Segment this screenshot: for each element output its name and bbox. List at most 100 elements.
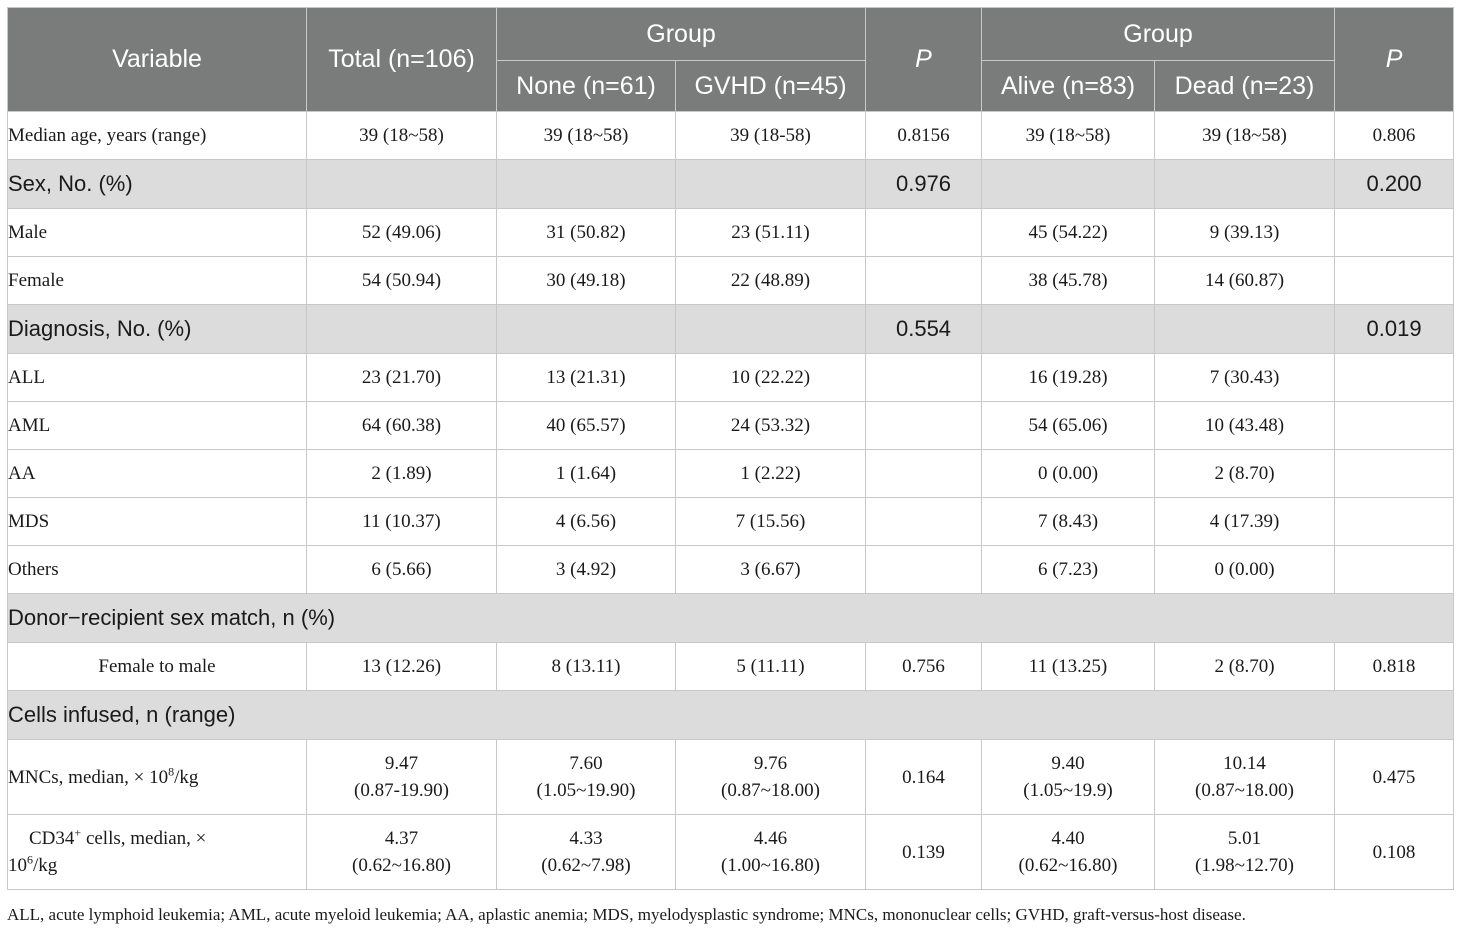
cell-p1: 0.554 xyxy=(865,304,983,354)
row-label: Others xyxy=(7,545,307,594)
section-row: Cells infused, n (range) xyxy=(6,690,1455,740)
header-p-gvhd: P xyxy=(865,7,983,112)
cell-gvhd: 22 (48.89) xyxy=(674,256,867,305)
cell-dead: 0 (0.00) xyxy=(1154,545,1336,594)
cell-p2 xyxy=(1334,208,1455,257)
cell-dead: 39 (18~58) xyxy=(1154,111,1336,160)
cell-gvhd: 24 (53.32) xyxy=(674,401,867,450)
cell-dead: 4 (17.39) xyxy=(1154,497,1336,546)
cell-total: 64 (60.38) xyxy=(306,401,497,450)
cell-none: 7.60 (1.05~19.90) xyxy=(496,739,676,815)
cell-none: 4 (6.56) xyxy=(496,497,676,546)
cell-dead: 10 (43.48) xyxy=(1154,401,1336,450)
cell-p1 xyxy=(865,353,983,402)
cell-dead xyxy=(1154,304,1336,354)
section-row: Donor−recipient sex match, n (%) xyxy=(6,593,1455,643)
cell-gvhd: 4.46 (1.00~16.80) xyxy=(674,814,867,890)
cell-total: 2 (1.89) xyxy=(306,449,497,498)
table-row: MNCs, median, × 108/kg 9.47 (0.87-19.90) … xyxy=(7,739,1455,815)
row-label: MNCs, median, × 108/kg xyxy=(7,739,307,815)
cell-dead xyxy=(1154,159,1336,209)
cell-none xyxy=(496,304,676,354)
cell-p2 xyxy=(1334,497,1455,546)
table-row: AA 2 (1.89) 1 (1.64) 1 (2.22) 0 (0.00) 2… xyxy=(7,449,1455,498)
cell-dead: 14 (60.87) xyxy=(1154,256,1336,305)
header-none: None (n=61) xyxy=(496,60,676,112)
cell-p2 xyxy=(1334,401,1455,450)
cell-alive: 54 (65.06) xyxy=(981,401,1156,450)
cell-none: 1 (1.64) xyxy=(496,449,676,498)
cell-p2 xyxy=(1334,256,1455,305)
table-row: AML 64 (60.38) 40 (65.57) 24 (53.32) 54 … xyxy=(7,401,1455,450)
table-row: ALL 23 (21.70) 13 (21.31) 10 (22.22) 16 … xyxy=(7,353,1455,402)
header-alive: Alive (n=83) xyxy=(981,60,1156,112)
cell-p1 xyxy=(865,449,983,498)
cell-alive xyxy=(981,159,1156,209)
cell-alive: 16 (19.28) xyxy=(981,353,1156,402)
cell-alive: 45 (54.22) xyxy=(981,208,1156,257)
row-label: Female to male xyxy=(7,642,307,691)
cell-alive: 11 (13.25) xyxy=(981,642,1156,691)
table-row: Male 52 (49.06) 31 (50.82) 23 (51.11) 45… xyxy=(7,208,1455,257)
cell-alive: 6 (7.23) xyxy=(981,545,1156,594)
cell-gvhd: 39 (18-58) xyxy=(674,111,867,160)
cell-p2: 0.108 xyxy=(1334,814,1455,890)
row-label: ALL xyxy=(7,353,307,402)
cell-total xyxy=(306,304,497,354)
header-p-survival: P xyxy=(1334,7,1455,112)
data-table: Variable Total (n=106) Group P Group P N… xyxy=(6,7,1455,890)
section-label: Cells infused, n (range) xyxy=(6,690,1455,740)
table-footnote: ALL, acute lymphoid leukemia; AML, acute… xyxy=(7,905,1246,924)
row-label: AML xyxy=(7,401,307,450)
cell-gvhd: 5 (11.11) xyxy=(674,642,867,691)
cell-gvhd: 7 (15.56) xyxy=(674,497,867,546)
row-label: AA xyxy=(7,449,307,498)
cell-dead: 2 (8.70) xyxy=(1154,642,1336,691)
section-label: Diagnosis, No. (%) xyxy=(7,304,307,354)
cell-p1: 0.164 xyxy=(865,739,983,815)
cell-none: 13 (21.31) xyxy=(496,353,676,402)
cell-gvhd xyxy=(674,304,867,354)
cell-none xyxy=(496,159,676,209)
section-row: Diagnosis, No. (%) 0.554 0.019 xyxy=(7,304,1455,354)
cell-none: 39 (18~58) xyxy=(496,111,676,160)
cell-p2 xyxy=(1334,545,1455,594)
cell-gvhd: 1 (2.22) xyxy=(674,449,867,498)
cell-none: 30 (49.18) xyxy=(496,256,676,305)
table-row: MDS 11 (10.37) 4 (6.56) 7 (15.56) 7 (8.4… xyxy=(7,497,1455,546)
cell-dead: 2 (8.70) xyxy=(1154,449,1336,498)
cell-alive xyxy=(981,304,1156,354)
cell-total: 54 (50.94) xyxy=(306,256,497,305)
cell-none: 40 (65.57) xyxy=(496,401,676,450)
cell-dead: 5.01 (1.98~12.70) xyxy=(1154,814,1336,890)
table-row: Median age, years (range) 39 (18~58) 39 … xyxy=(7,111,1455,160)
cell-total xyxy=(306,159,497,209)
cell-gvhd: 9.76 (0.87~18.00) xyxy=(674,739,867,815)
cell-none: 8 (13.11) xyxy=(496,642,676,691)
cell-total: 23 (21.70) xyxy=(306,353,497,402)
cell-p1 xyxy=(865,208,983,257)
section-row: Sex, No. (%) 0.976 0.200 xyxy=(7,159,1455,209)
cell-gvhd: 3 (6.67) xyxy=(674,545,867,594)
cell-total: 6 (5.66) xyxy=(306,545,497,594)
cell-none: 31 (50.82) xyxy=(496,208,676,257)
cell-p2 xyxy=(1334,353,1455,402)
cell-p1: 0.8156 xyxy=(865,111,983,160)
table-row: Female 54 (50.94) 30 (49.18) 22 (48.89) … xyxy=(7,256,1455,305)
cell-gvhd: 23 (51.11) xyxy=(674,208,867,257)
cell-p2: 0.200 xyxy=(1334,159,1455,209)
cell-p1: 0.139 xyxy=(865,814,983,890)
cell-alive: 7 (8.43) xyxy=(981,497,1156,546)
cell-alive: 38 (45.78) xyxy=(981,256,1156,305)
cell-alive: 39 (18~58) xyxy=(981,111,1156,160)
cell-none: 4.33 (0.62~7.98) xyxy=(496,814,676,890)
row-label: Male xyxy=(7,208,307,257)
cell-p2: 0.019 xyxy=(1334,304,1455,354)
cell-none: 3 (4.92) xyxy=(496,545,676,594)
cell-gvhd xyxy=(674,159,867,209)
cell-p1 xyxy=(865,256,983,305)
cell-p1 xyxy=(865,497,983,546)
cell-dead: 9 (39.13) xyxy=(1154,208,1336,257)
cell-total: 39 (18~58) xyxy=(306,111,497,160)
header-total: Total (n=106) xyxy=(306,7,497,112)
